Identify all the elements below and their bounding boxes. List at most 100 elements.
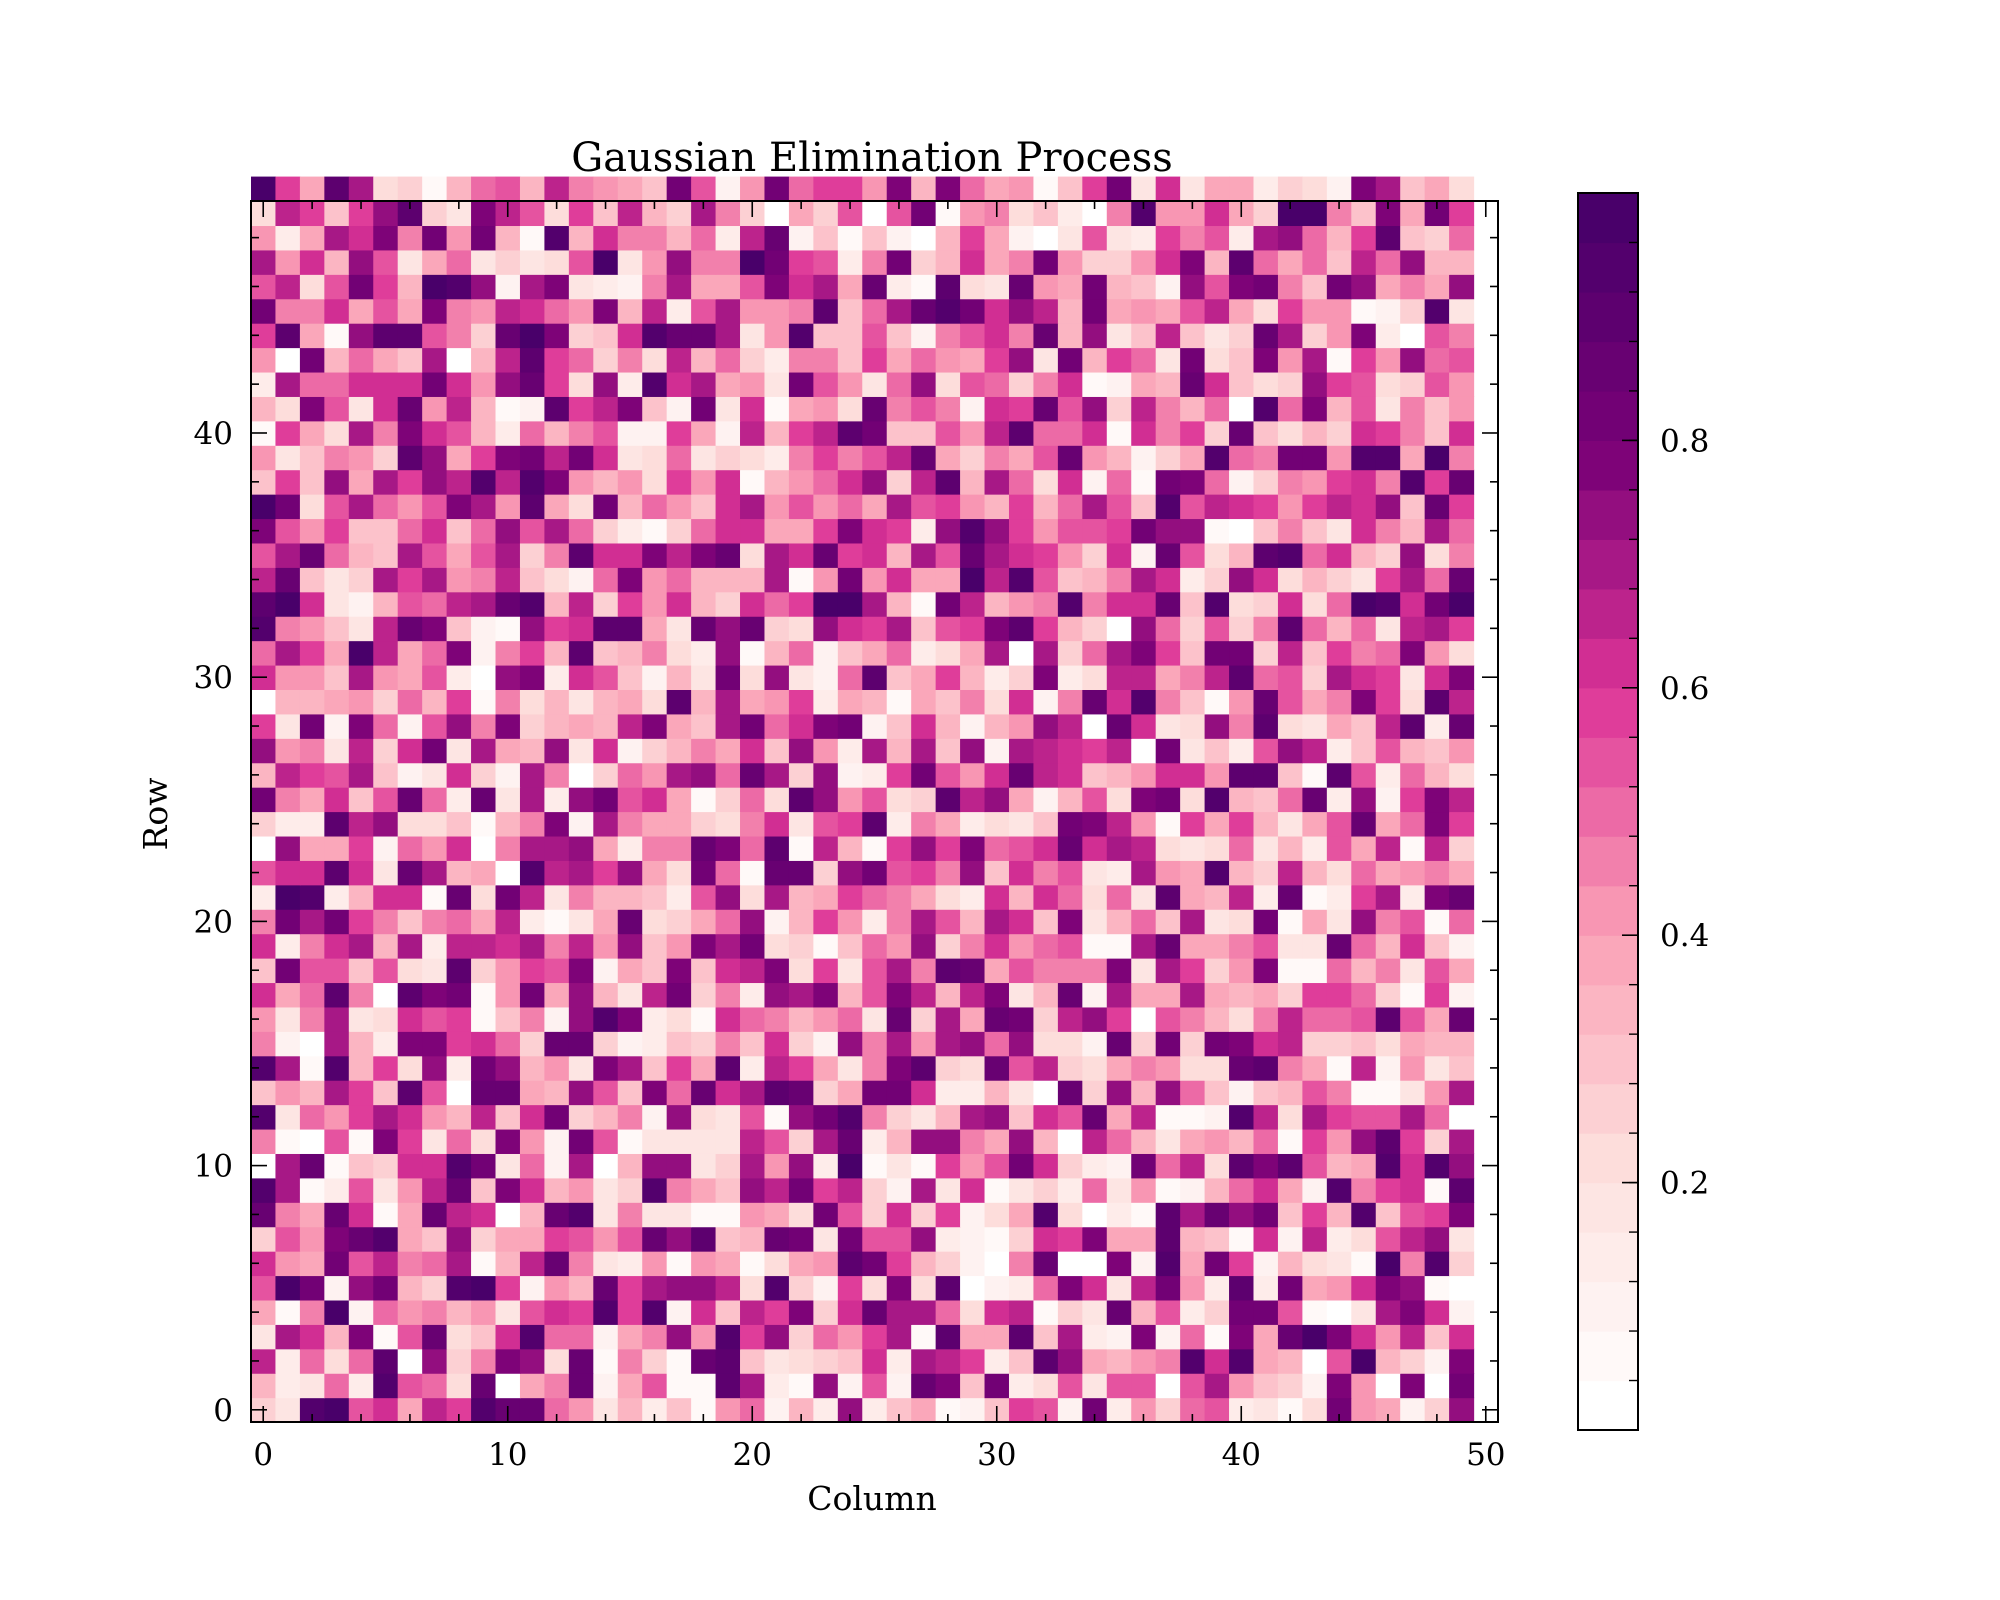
heatmap-cell [1204, 1055, 1230, 1081]
heatmap-cell [1375, 1251, 1401, 1277]
heatmap-cell [764, 518, 790, 544]
heatmap-cell [1351, 347, 1377, 373]
heatmap-cell [960, 1006, 986, 1032]
heatmap-cell [251, 591, 277, 617]
heatmap-cell [519, 909, 546, 935]
heatmap-cell [324, 616, 350, 642]
heatmap-cell [1326, 664, 1352, 690]
heatmap-cell [593, 909, 619, 935]
heatmap-cell [1180, 445, 1206, 471]
heatmap-cell [593, 1251, 619, 1277]
heatmap-cell [275, 176, 301, 202]
heatmap-cell [642, 1202, 668, 1228]
heatmap-cell [617, 664, 643, 690]
colorbar-band [1578, 885, 1638, 936]
heatmap-cell [691, 542, 717, 568]
heatmap-cell [666, 738, 692, 764]
heatmap-cell [984, 445, 1010, 471]
heatmap-cell [1082, 640, 1108, 666]
heatmap-cell [251, 640, 277, 666]
heatmap-cell [1008, 1299, 1035, 1325]
heatmap-cell [1302, 860, 1328, 886]
heatmap-cell [1057, 1055, 1083, 1081]
heatmap-cell [862, 420, 888, 446]
heatmap-cell [862, 762, 888, 788]
heatmap-cell [740, 1177, 766, 1203]
heatmap-cell [788, 1373, 814, 1399]
heatmap-cell [1449, 1373, 1475, 1399]
heatmap-cell [1204, 1348, 1230, 1374]
heatmap-cell [1351, 1226, 1377, 1252]
heatmap-cell [348, 1226, 374, 1252]
heatmap-cell [495, 787, 521, 813]
colorbar-band [1578, 1331, 1638, 1382]
heatmap-cell [1057, 225, 1083, 251]
heatmap-cell [348, 982, 374, 1008]
heatmap-cell [1131, 909, 1157, 935]
heatmap-cell [911, 274, 937, 300]
heatmap-cell [1449, 371, 1475, 397]
heatmap-cell [642, 762, 668, 788]
heatmap-cell [1204, 1128, 1230, 1154]
heatmap-cell [886, 1177, 912, 1203]
heatmap-cell [348, 933, 374, 959]
heatmap-cell [568, 249, 594, 275]
heatmap-cell [1082, 958, 1108, 984]
heatmap-cell [935, 884, 961, 910]
heatmap-cell [1180, 958, 1206, 984]
heatmap-cell [764, 1177, 790, 1203]
heatmap-cell [617, 1202, 643, 1228]
heatmap-cell [1326, 518, 1352, 544]
heatmap-cell [1326, 1226, 1352, 1252]
heatmap-cell [373, 1324, 399, 1350]
heatmap-cell [691, 591, 717, 617]
heatmap-cell [373, 713, 399, 739]
heatmap-cell [642, 1128, 668, 1154]
heatmap-cell [691, 1080, 717, 1106]
heatmap-cell [1057, 689, 1083, 715]
heatmap-cell [1008, 420, 1035, 446]
heatmap-cell [1229, 176, 1255, 202]
heatmap-cell [471, 1373, 497, 1399]
heatmap-cell [1008, 1397, 1035, 1423]
heatmap-cell [1106, 469, 1132, 495]
heatmap-cell [788, 933, 814, 959]
heatmap-cell [617, 1128, 643, 1154]
heatmap-cell [1400, 347, 1426, 373]
heatmap-cell [422, 1299, 448, 1325]
heatmap-cell [715, 909, 741, 935]
heatmap-cell [1326, 591, 1352, 617]
heatmap-cell [397, 494, 423, 520]
heatmap-cell [275, 1177, 301, 1203]
heatmap-cell [1302, 591, 1328, 617]
heatmap-cell [862, 1128, 888, 1154]
heatmap-cell [1082, 225, 1108, 251]
heatmap-cell [960, 1251, 986, 1277]
heatmap-cell [519, 469, 546, 495]
heatmap-cell [1033, 1275, 1059, 1301]
heatmap-cell [1351, 1080, 1377, 1106]
x-tick-label: 0 [253, 1437, 273, 1473]
heatmap-cell [422, 1275, 448, 1301]
heatmap-cell [593, 762, 619, 788]
heatmap-cell [324, 567, 350, 593]
heatmap-cell [324, 1080, 350, 1106]
heatmap-cell [422, 518, 448, 544]
heatmap-cell [593, 664, 619, 690]
heatmap-cell [1204, 445, 1230, 471]
heatmap-cell [1302, 1373, 1328, 1399]
heatmap-cell [1449, 274, 1475, 300]
heatmap-cell [495, 762, 521, 788]
heatmap-cell [984, 616, 1010, 642]
heatmap-cell [446, 1251, 472, 1277]
heatmap-cell [299, 713, 325, 739]
colorbar-band [1578, 242, 1638, 293]
heatmap-cell [1033, 664, 1059, 690]
heatmap-cell [397, 567, 423, 593]
heatmap-cell [715, 1153, 741, 1179]
heatmap-cell [1155, 518, 1181, 544]
heatmap-cell [299, 1348, 325, 1374]
heatmap-cell [1033, 371, 1059, 397]
heatmap-cell [788, 958, 814, 984]
